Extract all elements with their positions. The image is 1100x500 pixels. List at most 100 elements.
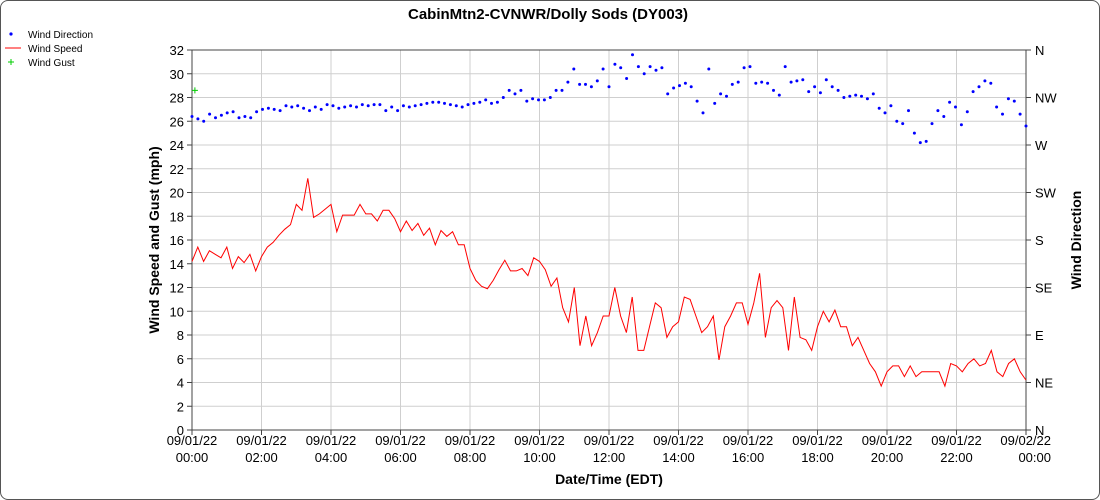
wind-direction-point bbox=[678, 84, 681, 88]
wind-direction-point bbox=[378, 103, 382, 107]
wind-direction-point bbox=[578, 82, 582, 86]
wind-direction-point bbox=[384, 109, 388, 113]
x-tick-label-date: 09/01/22 bbox=[931, 433, 982, 448]
wind-direction-point bbox=[748, 65, 752, 69]
y-tick-label: 18 bbox=[170, 209, 184, 224]
wind-direction-point bbox=[842, 96, 846, 99]
wind-direction-point bbox=[548, 96, 552, 99]
x-tick-label-date: 09/01/22 bbox=[167, 433, 218, 448]
wind-direction-point bbox=[977, 85, 981, 89]
wind-direction-point bbox=[754, 81, 758, 85]
wind-direction-point bbox=[989, 81, 993, 85]
legend-label: Wind Direction bbox=[28, 30, 93, 41]
y2-axis-ticks: N NE E SE S SW W NW N bbox=[1026, 43, 1057, 438]
x-tick-label-date: 09/01/22 bbox=[792, 433, 843, 448]
y-tick-label: 6 bbox=[177, 352, 184, 367]
wind-direction-point bbox=[1024, 124, 1028, 128]
grid bbox=[191, 49, 1027, 431]
wind-direction-point bbox=[349, 104, 353, 108]
wind-direction-point bbox=[495, 100, 499, 104]
wind-direction-point bbox=[689, 85, 693, 89]
wind-direction-point bbox=[836, 88, 840, 92]
series-wind-gust bbox=[191, 87, 198, 94]
wind-direction-point bbox=[636, 65, 640, 69]
wind-direction-point bbox=[631, 53, 634, 57]
wind-direction-point bbox=[413, 104, 417, 108]
wind-direction-point bbox=[554, 88, 558, 92]
x-tick-label-date: 09/01/22 bbox=[236, 433, 287, 448]
wind-direction-point bbox=[219, 113, 223, 117]
y-tick-label: 24 bbox=[170, 138, 184, 153]
wind-direction-point bbox=[443, 101, 446, 105]
wind-direction-point bbox=[918, 141, 922, 145]
chart-title: CabinMtn2-CVNWR/Dolly Sods (DY003) bbox=[408, 6, 688, 23]
wind-direction-point bbox=[396, 109, 400, 113]
wind-direction-point bbox=[472, 101, 476, 105]
wind-direction-point bbox=[601, 67, 605, 71]
wind-direction-point bbox=[795, 79, 799, 83]
y-tick-label: 8 bbox=[177, 328, 184, 343]
x-tick-label-time: 14:00 bbox=[662, 450, 695, 465]
wind-direction-point bbox=[701, 111, 705, 115]
wind-direction-point bbox=[284, 104, 288, 108]
y-tick-label: 30 bbox=[170, 67, 184, 82]
wind-direction-point bbox=[924, 139, 928, 143]
wind-direction-point bbox=[877, 106, 881, 110]
x-axis-ticks: 09/01/22 00:00 09/01/22 02:00 09/01/22 04:00 0… bbox=[167, 430, 1051, 465]
wind-direction-point bbox=[484, 98, 488, 102]
wind-direction-point bbox=[654, 68, 658, 72]
wind-direction-point bbox=[366, 104, 370, 108]
wind-direction-point bbox=[319, 107, 323, 111]
wind-direction-point bbox=[243, 115, 247, 118]
y-tick-label: 26 bbox=[170, 114, 184, 129]
wind-direction-point bbox=[478, 100, 482, 104]
wind-direction-point bbox=[519, 88, 523, 92]
x-tick-label-date: 09/01/22 bbox=[514, 433, 565, 448]
wind-direction-point bbox=[225, 111, 229, 115]
wind-direction-point bbox=[666, 92, 670, 96]
y-tick-label: 28 bbox=[170, 91, 184, 106]
wind-direction-point bbox=[490, 101, 493, 105]
legend-item-wind-direction: Wind Direction bbox=[9, 30, 93, 41]
wind-direction-point bbox=[707, 67, 711, 71]
y-axis-title: Wind Speed and Gust (mph) bbox=[146, 146, 162, 333]
wind-direction-point bbox=[372, 103, 376, 107]
y2-tick-label: NE bbox=[1035, 376, 1053, 391]
wind-direction-point bbox=[865, 97, 869, 101]
wind-direction-point bbox=[454, 104, 458, 108]
wind-direction-point bbox=[789, 80, 793, 84]
wind-direction-point bbox=[760, 80, 764, 84]
legend-marker-plus bbox=[8, 59, 14, 65]
legend-label: Wind Speed bbox=[28, 44, 82, 55]
wind-direction-point bbox=[848, 94, 852, 98]
y2-tick-label: S bbox=[1035, 233, 1044, 248]
wind-direction-point bbox=[895, 119, 899, 123]
wind-direction-point bbox=[595, 79, 599, 83]
wind-direction-point bbox=[648, 65, 652, 69]
y-tick-label: 22 bbox=[170, 162, 184, 177]
x-tick-label-time: 10:00 bbox=[523, 450, 556, 465]
wind-direction-point bbox=[942, 115, 946, 118]
wind-direction-point bbox=[537, 98, 540, 102]
wind-direction-point bbox=[1001, 112, 1004, 116]
wind-direction-point bbox=[930, 122, 934, 126]
wind-direction-point bbox=[513, 92, 517, 96]
x-tick-label-time: 04:00 bbox=[315, 450, 348, 465]
y-tick-label: 0 bbox=[177, 423, 184, 438]
wind-direction-point bbox=[801, 78, 805, 82]
x-tick-label-date: 09/01/22 bbox=[306, 433, 357, 448]
wind-direction-point bbox=[959, 123, 963, 127]
wind-direction-point bbox=[619, 66, 623, 70]
wind-direction-point bbox=[742, 66, 746, 70]
y2-tick-label: SE bbox=[1035, 281, 1053, 296]
wind-direction-point bbox=[772, 88, 775, 92]
wind-direction-point bbox=[584, 82, 587, 86]
x-tick-label-time: 00:00 bbox=[1018, 450, 1051, 465]
wind-direction-point bbox=[813, 85, 817, 89]
y2-axis-title: Wind Direction bbox=[1068, 191, 1084, 290]
wind-direction-point bbox=[883, 111, 887, 115]
wind-direction-point bbox=[331, 104, 335, 108]
wind-direction-point bbox=[830, 85, 834, 89]
wind-direction-point bbox=[954, 105, 957, 109]
wind-direction-point bbox=[948, 100, 952, 104]
